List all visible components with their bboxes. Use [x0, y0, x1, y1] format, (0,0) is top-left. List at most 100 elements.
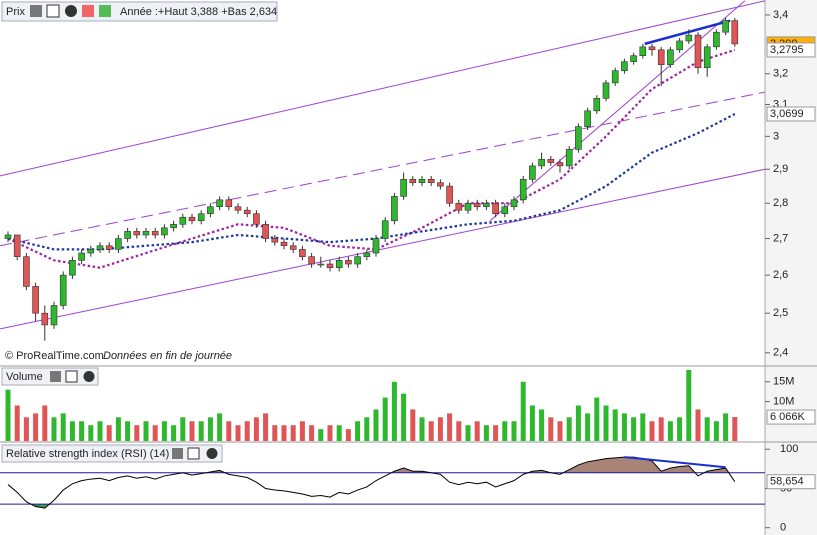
trend-line — [0, 168, 765, 330]
candle-body — [501, 206, 509, 215]
value-tag: 3,0699 — [770, 108, 804, 120]
candle-body — [657, 49, 665, 65]
volume-bar — [318, 429, 324, 441]
volume-bar — [557, 421, 563, 441]
candle-body — [639, 46, 647, 57]
candle-body — [299, 249, 306, 257]
candle-body — [271, 238, 279, 243]
candle-body — [363, 252, 371, 257]
candle-body — [556, 162, 564, 167]
value-tag: 58,654 — [770, 476, 804, 488]
volume-bar — [437, 417, 443, 441]
volume-bar — [143, 421, 149, 441]
rsi-plot — [0, 456, 765, 509]
volume-bar — [612, 409, 618, 441]
window-icon[interactable] — [65, 370, 78, 383]
candle-body — [400, 179, 407, 197]
candle-body — [593, 98, 601, 112]
tool-icon[interactable] — [172, 448, 183, 459]
volume-bar — [281, 425, 287, 441]
candle-body — [308, 256, 315, 265]
window-icon[interactable] — [46, 4, 60, 18]
candle-body — [565, 149, 573, 167]
close-icon[interactable] — [65, 5, 77, 17]
up-icon[interactable] — [99, 5, 111, 17]
volume-bar — [373, 409, 379, 441]
value-tag-box — [766, 409, 816, 425]
volume-bar — [649, 421, 655, 441]
volume-bar — [667, 421, 673, 441]
candle-body — [32, 286, 39, 314]
candle-body — [59, 274, 67, 306]
volume-bar — [686, 369, 692, 441]
volume-bar — [732, 417, 738, 441]
candle-body — [345, 260, 352, 265]
volume-bar — [171, 425, 177, 441]
candle-body — [124, 231, 131, 239]
tool-icon[interactable] — [30, 5, 42, 17]
candle-body — [492, 202, 499, 215]
y-tick-label: 2,5 — [773, 307, 788, 319]
y-tick-label: 2,9 — [773, 163, 788, 175]
volume-bar — [263, 413, 269, 441]
candle-body — [41, 312, 49, 326]
window-icon[interactable] — [187, 447, 200, 460]
volume-bar — [345, 429, 351, 441]
close-icon[interactable] — [206, 448, 218, 459]
volume-header: Volume — [1, 367, 99, 386]
volume-bar — [189, 421, 195, 441]
candle-body — [253, 213, 260, 225]
volume-bar — [364, 417, 370, 441]
price-header: Prix Année :+Haut 3,388 +Bas 2,634 — [1, 1, 278, 22]
volume-bar — [474, 421, 480, 441]
trend-line — [0, 91, 765, 247]
volume-bar — [79, 421, 85, 441]
value-tag-box — [766, 42, 816, 58]
y-tick-label: 100 — [780, 443, 798, 455]
candle-body — [703, 46, 711, 68]
volume-bar — [520, 381, 526, 441]
candle-body — [234, 206, 242, 211]
pane-title: Prix — [6, 6, 25, 18]
value-tag: 3,2795 — [770, 44, 804, 56]
volume-bar — [299, 421, 305, 441]
volume-bar — [713, 421, 719, 441]
candle-body — [50, 305, 58, 326]
volume-bar — [419, 417, 425, 441]
volume-bar — [529, 405, 535, 441]
candle-body — [243, 209, 251, 215]
volume-bar — [161, 421, 167, 441]
candle-body — [96, 245, 104, 250]
candle-body — [418, 179, 426, 184]
candle-body — [483, 202, 490, 208]
volume-bar — [244, 421, 250, 441]
volume-bar — [115, 417, 121, 441]
volume-bar — [465, 425, 471, 441]
candle-body — [170, 223, 177, 229]
y-tick-label: 0 — [780, 522, 786, 534]
volume-bar — [33, 413, 39, 441]
volume-bar — [548, 417, 554, 441]
data-note: Données en fin de journée — [103, 350, 232, 362]
trend-line — [489, 0, 746, 222]
volume-bar — [253, 417, 259, 441]
candle-body — [547, 158, 555, 163]
y-tick-label: 15M — [773, 376, 794, 388]
candle-body — [372, 238, 380, 254]
volume-bar — [382, 397, 388, 441]
volume-bar — [539, 409, 545, 441]
volume-bar — [640, 413, 646, 441]
volume-bar — [272, 425, 278, 441]
volume-bar — [23, 417, 29, 441]
volume-bar — [631, 417, 637, 441]
candle-body — [142, 231, 150, 236]
volume-bar — [217, 413, 223, 441]
candle-body — [197, 213, 205, 222]
candle-body — [427, 179, 435, 184]
tool-icon[interactable] — [50, 371, 61, 382]
close-icon[interactable] — [83, 371, 95, 382]
down-icon[interactable] — [82, 5, 94, 17]
candle-body — [13, 234, 21, 257]
candle-body — [455, 202, 463, 211]
